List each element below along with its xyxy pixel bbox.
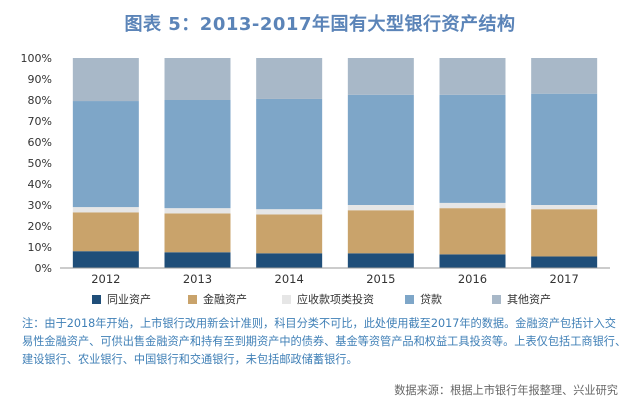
bar-segment [72,207,139,213]
data-source: 数据来源：根据上市银行年报整理、兴业研究 [394,384,618,397]
bar-segment [347,94,414,205]
x-tick-label: 2012 [91,272,120,286]
x-tick-label: 2017 [550,272,579,286]
legend-swatch [405,295,414,304]
bar-segment [164,58,231,100]
bar-segment [72,101,139,208]
y-tick-label: 80% [28,94,52,107]
x-tick-label: 2013 [183,272,212,286]
bar-segment [439,202,506,209]
bar-segment [347,253,414,268]
y-tick-label: 100% [21,52,52,65]
bar-segment [72,251,139,268]
stacked-bar-chart: 0% 10% 20% 30% 40% 50% 60% 70% 80% 90% 100% 2012 201… [21,52,610,306]
bar-segment [72,212,139,252]
bar-segment [531,209,598,257]
bar-segment [531,58,598,94]
bar-segment [256,253,323,268]
bar-segment [256,209,323,215]
bar-segment [347,205,414,211]
bar-segment [164,252,231,268]
bar-segment [256,58,323,99]
bar-segment [531,256,598,268]
y-tick-label: 50% [28,157,52,170]
y-tick-label: 70% [28,115,52,128]
y-tick-label: 20% [28,220,52,233]
x-tick-label: 2016 [458,272,487,286]
bar-segment [164,208,231,214]
y-tick-label: 60% [28,136,52,149]
legend-label: 金融资产 [203,292,247,306]
x-tick-label: 2014 [275,272,304,286]
legend-swatch [188,295,197,304]
legend-label: 同业资产 [107,292,151,306]
legend-swatch [282,295,291,304]
bar-segment [531,93,598,205]
bar-segment [439,208,506,255]
y-tick-label: 10% [28,241,52,254]
bar-segment [531,205,598,210]
bar-segment [347,210,414,254]
y-tick-label: 0% [35,262,52,275]
legend-label: 应收款项类投资 [297,292,374,306]
bar-segment [72,58,139,102]
bar-segment [347,58,414,95]
x-tick-label: 2015 [366,272,395,286]
chart-title: 图表 5：2013-2017年国有大型银行资产结构 [124,14,516,35]
y-tick-label: 40% [28,178,52,191]
bar-segment [256,214,323,254]
legend-label: 贷款 [420,292,442,306]
legend-swatch [492,295,501,304]
bar-segment [439,254,506,268]
chart-note: 注：由于2018年开始，上市银行改用新会计准则，科目分类不可比，此处使用截至20… [22,317,627,366]
bar-segment [164,100,231,209]
bar-segment [164,213,231,253]
bar-segment [439,58,506,95]
legend-label: 其他资产 [507,292,551,306]
y-tick-label: 30% [28,199,52,212]
y-tick-label: 90% [28,73,52,86]
bar-segment [256,98,323,210]
legend-swatch [92,295,101,304]
bar-segment [439,94,506,203]
